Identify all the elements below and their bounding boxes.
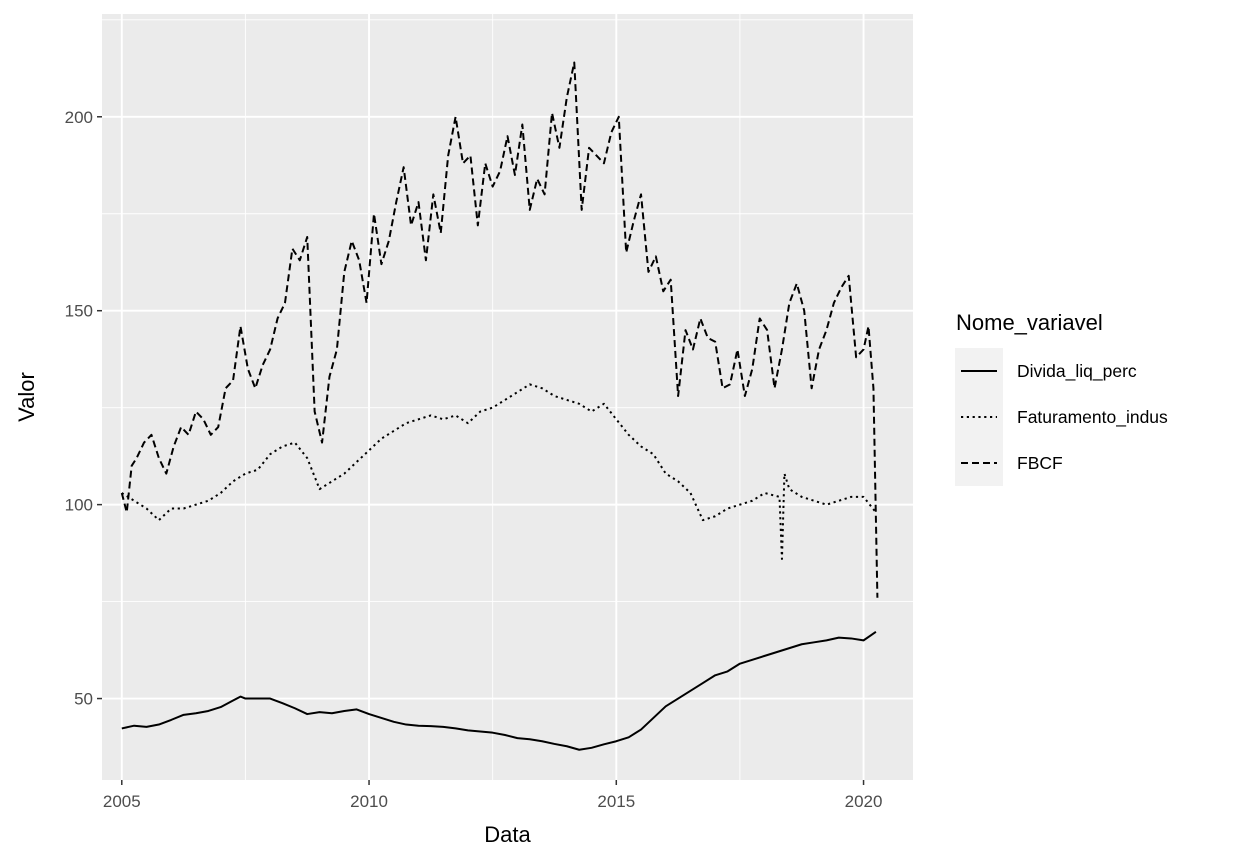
- y-tick-label: 50: [74, 690, 93, 709]
- x-axis-title: Data: [484, 822, 531, 847]
- legend-title: Nome_variavel: [956, 310, 1103, 335]
- y-tick-label: 150: [65, 302, 93, 321]
- y-tick-label: 200: [65, 108, 93, 127]
- legend-label: Faturamento_indus: [1017, 407, 1168, 428]
- x-axis-tick-labels: 2005 2010 2015 2020: [103, 792, 883, 811]
- legend-label: Divida_liq_perc: [1017, 361, 1137, 382]
- x-tick-label: 2015: [597, 792, 635, 811]
- y-axis-tick-labels: 50 100 150 200: [65, 108, 93, 709]
- y-tick-label: 100: [65, 496, 93, 515]
- legend-label: FBCF: [1017, 453, 1063, 473]
- legend: Nome_variavel Divida_liq_perc Faturamento…: [955, 310, 1168, 486]
- y-axis-title: Valor: [14, 372, 39, 422]
- x-tick-label: 2010: [350, 792, 388, 811]
- x-tick-label: 2020: [845, 792, 883, 811]
- x-tick-label: 2005: [103, 792, 141, 811]
